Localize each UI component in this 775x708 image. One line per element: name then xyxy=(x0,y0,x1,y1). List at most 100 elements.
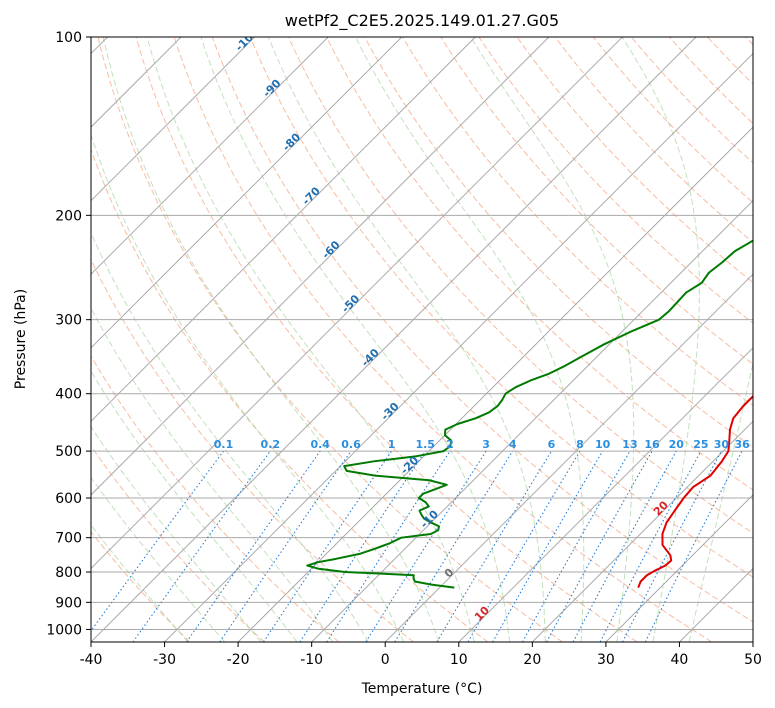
isotherm-line xyxy=(384,273,753,642)
isotherm-line xyxy=(531,420,753,642)
dry-adiabat-line xyxy=(135,37,638,642)
mixing-ratio-lines xyxy=(91,450,743,642)
moist-adiabat-line xyxy=(91,231,369,642)
mixing-ratio-label: 16 xyxy=(644,438,660,451)
y-tick-label: 600 xyxy=(55,491,82,507)
mixing-ratio-line xyxy=(546,450,653,642)
mixing-ratio-label: 0.4 xyxy=(310,438,330,451)
dry-adiabat-line xyxy=(91,148,489,642)
dry-adiabat-line xyxy=(630,37,753,164)
mixing-ratio-label: 3 xyxy=(482,438,490,451)
isotherm-line xyxy=(91,37,256,202)
dry-adiabat-line xyxy=(97,37,563,642)
dry-adiabat-line xyxy=(402,37,753,407)
isotherm-line xyxy=(91,37,623,570)
dry-adiabat-line xyxy=(91,355,340,642)
dewpoint-profile-line xyxy=(306,239,753,589)
mixing-ratio-line xyxy=(132,450,271,642)
mixing-ratio-label: 13 xyxy=(622,438,637,451)
dry-adiabat-line xyxy=(516,37,753,284)
dry-adiabat-line xyxy=(211,37,753,623)
dry-adiabat-line xyxy=(326,37,753,491)
mixing-ratio-label: 8 xyxy=(576,438,584,451)
y-tick-label: 900 xyxy=(55,595,82,611)
y-tick-label: 700 xyxy=(55,531,82,547)
x-axis-title: Temperature (°C) xyxy=(361,681,483,697)
y-tick-label: 100 xyxy=(55,30,82,46)
y-axis-title: Pressure (hPa) xyxy=(13,289,29,389)
dry-adiabat-line xyxy=(249,37,753,578)
y-axis: 100 200 300 400 500 600 700 800 900 1000 xyxy=(46,30,91,638)
dry-adiabat-line xyxy=(440,37,753,365)
y-tick-label: 400 xyxy=(55,387,82,403)
x-tick-label: 0 xyxy=(381,652,390,668)
x-tick-label: -20 xyxy=(227,652,250,668)
y-tick-label: 300 xyxy=(55,313,82,329)
dry-adiabat-line xyxy=(91,531,191,642)
mixing-ratio-label: 0.2 xyxy=(261,438,281,451)
mixing-ratio-label: 2 xyxy=(446,438,454,451)
y-tick-label: 200 xyxy=(55,208,82,224)
isotherm-line xyxy=(237,126,753,642)
mixing-ratio-line xyxy=(492,450,604,642)
x-tick-label: 40 xyxy=(671,652,689,668)
isotherm-line xyxy=(605,494,753,642)
mixing-ratio-label: 36 xyxy=(734,438,750,451)
moist-adiabat-line xyxy=(267,37,546,642)
mixing-ratio-label: 30 xyxy=(714,438,730,451)
mixing-ratio-labels: 0.1 0.2 0.4 0.6 1 1.5 2 3 4 6 8 10 13 16 20 25 30 36 xyxy=(214,438,750,451)
isotherm-line xyxy=(91,37,329,275)
mixing-ratio-label: 4 xyxy=(509,438,517,451)
mixing-ratio-label: 0.6 xyxy=(341,438,361,451)
isotherm-line xyxy=(458,347,753,642)
mixing-ratio-label: 10 xyxy=(595,438,611,451)
isotherm-line xyxy=(164,52,753,642)
mixing-ratio-line xyxy=(436,450,552,642)
temperature-profile-line xyxy=(637,394,753,589)
mixing-ratio-line xyxy=(365,450,487,642)
mixing-ratio-line xyxy=(572,450,677,642)
mixing-ratio-line xyxy=(91,450,224,632)
isotherm-line xyxy=(91,37,550,496)
isotherm-line xyxy=(91,37,476,423)
isotherm-line xyxy=(91,37,403,349)
mixing-ratio-label: 1 xyxy=(388,438,396,451)
mixing-ratio-line xyxy=(219,450,352,642)
moist-adiabat-line xyxy=(91,133,405,642)
moist-adiabat-line xyxy=(470,37,635,642)
x-tick-label: 50 xyxy=(744,652,762,668)
moist-adiabat-line xyxy=(91,370,298,642)
mixing-ratio-line xyxy=(186,450,321,642)
x-axis: -40 -30 -20 -10 0 10 20 30 40 50 xyxy=(80,642,762,668)
x-tick-label: -30 xyxy=(153,652,176,668)
moist-adiabats xyxy=(91,37,753,642)
mixing-ratio-line xyxy=(394,450,514,642)
mixing-ratio-line xyxy=(467,450,581,642)
moist-adiabat-line xyxy=(200,37,511,642)
mixing-ratio-label: 25 xyxy=(693,438,708,451)
moist-adiabat-line xyxy=(621,37,700,642)
x-tick-label: 30 xyxy=(597,652,615,668)
y-tick-label: 1000 xyxy=(46,622,82,638)
isobar-gridlines xyxy=(91,37,753,630)
dry-adiabat-line xyxy=(554,37,753,244)
plot-frame xyxy=(90,36,754,643)
plot-area: 0.1 0.2 0.4 0.6 1 1.5 2 3 4 6 8 10 13 16 20 25 30 36 -100… xyxy=(91,37,753,642)
y-tick-label: 500 xyxy=(55,444,82,460)
isotherm-line xyxy=(91,37,697,642)
moist-adiabat-line xyxy=(688,360,753,642)
y-tick-label: 800 xyxy=(55,565,82,581)
chart-title: wetPf2_C2E5.2025.149.01.27.G05 xyxy=(285,11,559,31)
sounding-series xyxy=(306,239,753,589)
x-tick-label: -40 xyxy=(80,652,103,668)
moist-adiabat-line xyxy=(102,37,440,642)
mixing-ratio-label: 0.1 xyxy=(214,438,234,451)
dry-adiabat-line xyxy=(592,37,753,204)
mixing-ratio-line xyxy=(521,450,631,642)
mixing-ratio-label: 6 xyxy=(548,438,556,451)
mixing-ratio-label: 1.5 xyxy=(415,438,435,451)
x-tick-label: 20 xyxy=(523,652,541,668)
mixing-ratio-label: 20 xyxy=(669,438,685,451)
